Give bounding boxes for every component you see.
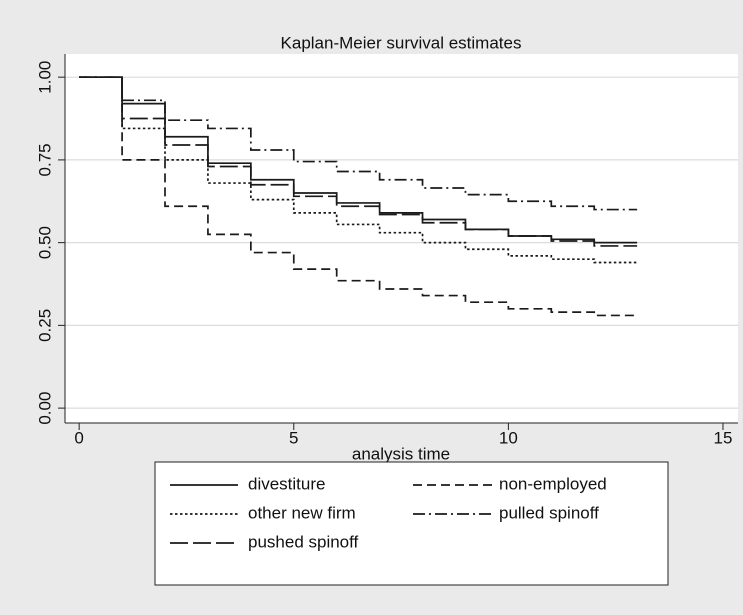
- y-tick-label: 0.00: [35, 392, 54, 425]
- survival-line: [79, 76, 638, 247]
- x-axis-label: analysis time: [352, 444, 450, 463]
- x-tick-label: 5: [289, 428, 298, 447]
- legend-label: pushed spinoff: [248, 532, 359, 551]
- y-tick-label: 1.00: [35, 61, 54, 94]
- survival-line: [79, 76, 638, 211]
- y-tick-label: 0.50: [35, 226, 54, 259]
- chart-title: Kaplan-Meier survival estimates: [281, 33, 522, 52]
- survival-line: [79, 76, 638, 264]
- legend: [154, 461, 669, 586]
- y-tick-label: 0.75: [35, 143, 54, 176]
- survival-line: [79, 76, 638, 317]
- legend-label: pulled spinoff: [499, 503, 599, 522]
- plot-area: [65, 54, 738, 423]
- legend-label: divestiture: [248, 474, 325, 493]
- x-tick-label: 0: [74, 428, 83, 447]
- legend-label: non-employed: [499, 474, 607, 493]
- y-tick-label: 0.25: [35, 309, 54, 342]
- legend-label: other new firm: [248, 503, 356, 522]
- x-tick-label: 10: [499, 428, 518, 447]
- x-tick-label: 15: [714, 428, 733, 447]
